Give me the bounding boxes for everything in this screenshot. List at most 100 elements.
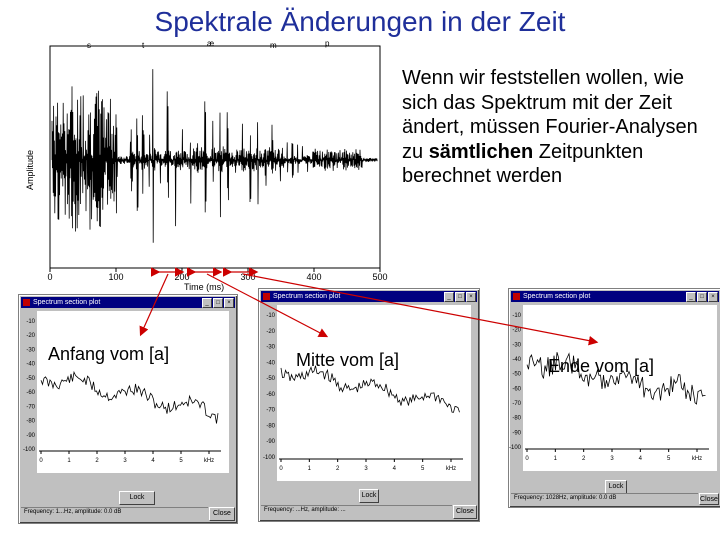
spectrum-y-tick: -40: [266, 360, 275, 366]
close-button[interactable]: Close: [699, 493, 719, 505]
window-title: Spectrum section plot: [273, 293, 341, 300]
spectrum-x-tick: 1: [308, 466, 312, 472]
waveform-xlabel: Time (ms): [184, 282, 224, 292]
spectrum-trace: [526, 352, 706, 405]
segment-label-ae: æ: [207, 40, 214, 48]
description-emphasis: sämtlichen: [428, 140, 534, 163]
close-button[interactable]: Close: [209, 507, 235, 521]
spectrum-y-tick: -20: [266, 329, 275, 335]
close-button[interactable]: Close: [453, 505, 477, 519]
waveform-figure: s t æ m p Amplitude 0 100 200 300 400 500 Tim…: [22, 39, 388, 294]
spectrum-y-tick: -60: [26, 390, 35, 396]
spectrum-x-tick: kHz: [204, 458, 214, 464]
spectrum-x-tick: 3: [364, 466, 368, 472]
spectrum-x-tick: 3: [123, 458, 127, 464]
label-anfang: Anfang vom [a]: [48, 344, 170, 364]
spectrum-trace: [40, 370, 219, 424]
waveform-svg: s t æ m p Amplitude 0 100 200 300 400 500 Tim…: [25, 39, 388, 292]
spectrum-y-tick: -70: [266, 408, 275, 414]
spectrum-y-tick: -10: [26, 319, 35, 325]
minimize-icon[interactable]: _: [686, 292, 696, 302]
status-bar: Frequency: 1028Hz, amplitude: 0.0 dB: [511, 493, 698, 505]
spectrum-window-ende[interactable]: Spectrum section plot _ □ × -10 -20 -30 -40 -5…: [508, 288, 720, 508]
segment-label-s: s: [87, 41, 91, 50]
spectrum-x-tick: 0: [39, 458, 43, 464]
waveform-tick-label: 300: [240, 272, 255, 282]
spectrum-y-tick: -60: [512, 386, 521, 392]
label-ende: Ende vom [a]: [548, 356, 655, 376]
spectrum-y-tick: -30: [26, 347, 35, 353]
spectrum-y-tick: -80: [266, 423, 275, 429]
spectrum-plot-area: -10 -20 -30 -40 -50 -60 -70 -80 -90 -100 0 1 2 3 4 5 kHz: [263, 305, 471, 481]
spectrum-x-tick: 5: [179, 458, 183, 464]
segment-label-m: m: [270, 41, 277, 50]
spectrum-y-tick: -70: [26, 404, 35, 410]
spectrum-plot-area: -10 -20 -30 -40 -50 -60 -70 -80 -90 -100 0 1 2 3 4 5 kHz: [509, 305, 717, 471]
spectrum-y-tick: -50: [266, 376, 275, 382]
spectrum-plot-area: -10 -20 -30 -40 -50 -60 -70 -80 -90 -100 0 1 2 3 4 5 kHz: [23, 311, 229, 473]
spectrum-x-tick: 3: [610, 456, 614, 462]
app-icon: [513, 293, 520, 300]
window-title: Spectrum section plot: [33, 299, 101, 306]
maximize-icon[interactable]: □: [455, 292, 465, 302]
maximize-icon[interactable]: □: [697, 292, 707, 302]
segment-label-p: p: [325, 40, 330, 48]
app-icon: [263, 293, 270, 300]
spectrum-x-tick: 4: [639, 456, 643, 462]
spectrum-x-tick: 2: [336, 466, 340, 472]
window-title: Spectrum section plot: [523, 293, 591, 300]
waveform-x-ticks: 0 100 200 300 400 500: [47, 268, 388, 282]
spectrum-trace: [280, 365, 460, 413]
spectrum-x-tick: 0: [525, 456, 529, 462]
spectrum-y-tick: -100: [509, 445, 522, 451]
app-icon: [23, 299, 30, 306]
close-icon[interactable]: ×: [224, 298, 234, 308]
status-bar: Frequency: 1...Hz, amplitude: 0.0 dB: [21, 507, 208, 520]
minimize-icon[interactable]: _: [444, 292, 454, 302]
spectrum-y-tick: -10: [266, 313, 275, 319]
spectrum-y-tick: -90: [266, 439, 275, 445]
lock-button[interactable]: Lock: [119, 491, 155, 505]
spectrum-window-anfang[interactable]: Spectrum section plot _ □ × -10 -20 -30 -40 -5…: [18, 294, 238, 524]
spectrum-y-tick: -80: [26, 419, 35, 425]
spectrum-y-tick: -100: [23, 447, 36, 453]
lock-button[interactable]: Lock: [605, 480, 627, 494]
spectrum-y-tick: -20: [512, 328, 521, 334]
status-bar: Frequency: ...Hz, amplitude: ...: [261, 505, 452, 518]
spectrum-y-tick: -30: [266, 345, 275, 351]
spectrum-x-tick: 2: [95, 458, 99, 464]
spectrum-x-tick: 4: [393, 466, 397, 472]
spectrum-y-tick: -100: [263, 455, 276, 461]
spectrum-x-tick: 1: [67, 458, 71, 464]
label-mitte: Mitte vom [a]: [296, 350, 400, 370]
spectrum-x-tick: 1: [554, 456, 558, 462]
spectrum-y-tick: -40: [26, 362, 35, 368]
spectrum-y-tick: -70: [512, 401, 521, 407]
waveform-tick-label: 400: [306, 272, 321, 282]
spectrum-window-mitte[interactable]: Spectrum section plot _ □ × -10 -20 -30 -40 -5…: [258, 288, 480, 522]
spectrum-x-tick: 5: [667, 456, 671, 462]
waveform-tick-label: 0: [47, 272, 52, 282]
spectrum-y-tick: -40: [512, 357, 521, 363]
spectrum-x-tick: 4: [151, 458, 155, 464]
maximize-icon[interactable]: □: [213, 298, 223, 308]
spectrum-x-tick: 0: [279, 466, 283, 472]
close-icon[interactable]: ×: [708, 292, 718, 302]
spectrum-y-tick: -50: [26, 376, 35, 382]
minimize-icon[interactable]: _: [202, 298, 212, 308]
description-text-2: Zeitpunkten berechnet werden: [402, 140, 644, 188]
waveform-ylabel: Amplitude: [25, 150, 35, 190]
waveform-tick-label: 500: [372, 272, 387, 282]
window-titlebar[interactable]: Spectrum section plot: [21, 297, 235, 308]
spectrum-y-tick: -90: [26, 433, 35, 439]
spectrum-y-tick: -20: [26, 333, 35, 339]
spectrum-x-tick: 5: [421, 466, 425, 472]
segment-label-t: t: [142, 41, 145, 50]
spectrum-y-tick: -60: [266, 392, 275, 398]
spectrum-x-tick: 2: [582, 456, 586, 462]
spectrum-y-tick: -30: [512, 342, 521, 348]
close-icon[interactable]: ×: [466, 292, 476, 302]
lock-button[interactable]: Lock: [359, 489, 379, 503]
